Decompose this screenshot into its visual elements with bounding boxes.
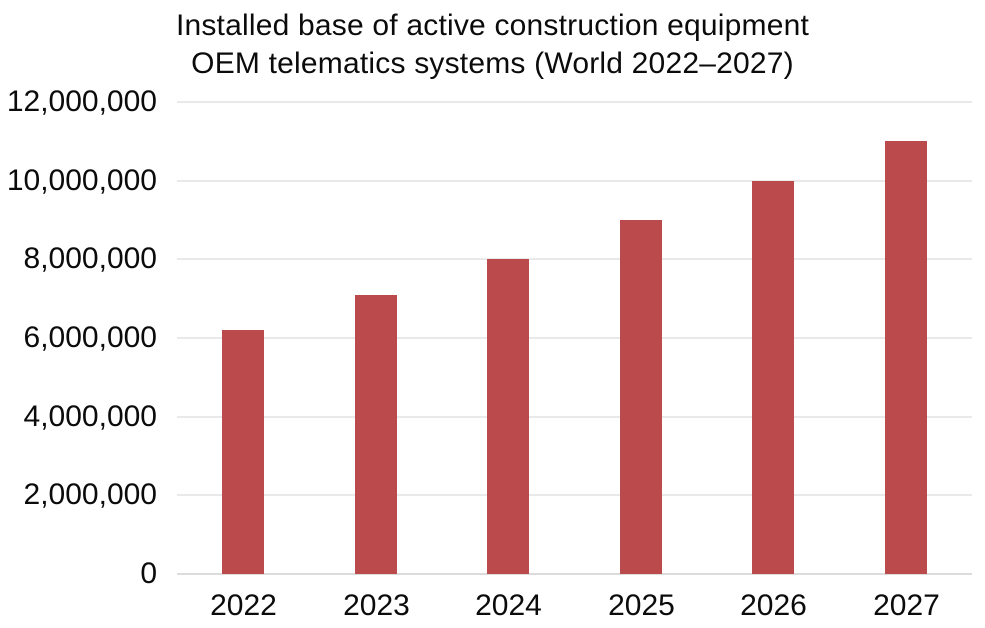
bar-2025	[620, 220, 662, 574]
bar-2026	[752, 181, 794, 574]
chart-title: Installed base of active construction eq…	[0, 7, 985, 83]
x-tick-label: 2026	[740, 589, 807, 622]
bar-2023	[355, 295, 397, 574]
bar-2027	[885, 141, 927, 574]
y-tick-label: 12,000,000	[6, 85, 157, 118]
gridline	[177, 179, 972, 182]
y-tick-label: 10,000,000	[6, 164, 157, 197]
gridline	[177, 258, 972, 261]
gridline	[177, 494, 972, 497]
chart-title-line-2: OEM telematics systems (World 2022–2027)	[191, 47, 794, 80]
y-tick-label: 4,000,000	[23, 400, 157, 433]
x-tick-label: 2027	[873, 589, 940, 622]
y-tick-label: 0	[140, 557, 157, 590]
x-tick-label: 2023	[343, 589, 410, 622]
x-axis-baseline	[177, 573, 972, 575]
x-tick-label: 2025	[608, 589, 675, 622]
gridline	[177, 415, 972, 418]
bar-2022	[222, 330, 264, 574]
gridline	[177, 337, 972, 339]
y-tick-label: 6,000,000	[23, 321, 157, 354]
chart-title-line-1: Installed base of active construction eq…	[175, 9, 810, 42]
x-tick-label: 2022	[210, 589, 277, 622]
x-tick-label: 2024	[475, 589, 542, 622]
y-tick-label: 2,000,000	[23, 478, 157, 511]
gridline	[177, 101, 972, 103]
y-tick-label: 8,000,000	[23, 242, 157, 275]
bar-2024	[487, 259, 529, 574]
